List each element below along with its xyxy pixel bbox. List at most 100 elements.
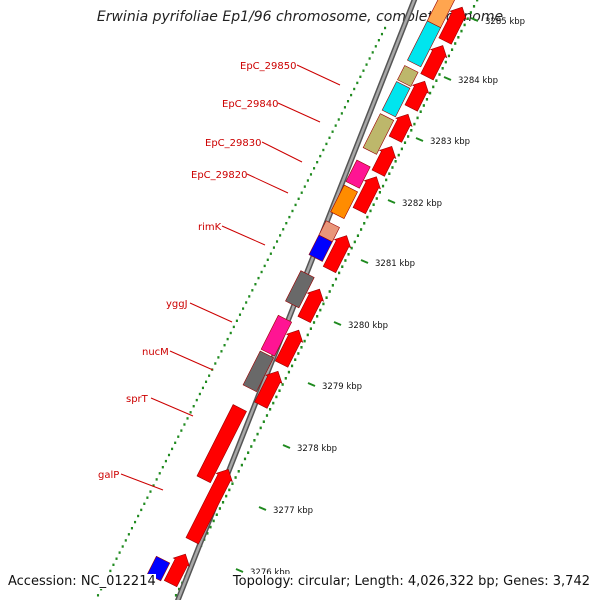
outer-tick-dot (316, 315, 319, 318)
outer-tick-dot (422, 104, 425, 107)
inner-tick-dot (242, 307, 245, 310)
inner-tick-dot (282, 228, 285, 231)
inner-tick-dot (177, 435, 180, 438)
outer-tick-dot (359, 228, 363, 231)
inner-tick-dot (164, 459, 167, 463)
outer-tick-dot (344, 259, 347, 262)
inner-tick-dot (127, 533, 130, 536)
inner-tick-dot (208, 374, 211, 377)
outer-tick-dot (243, 457, 247, 461)
inner-tick-dot (300, 191, 303, 194)
outer-tick-dot (432, 85, 435, 89)
outer-tick-dot (472, 5, 476, 8)
outer-tick-dot (284, 377, 287, 380)
outer-tick-dot (287, 370, 291, 374)
feature-tracks (146, 0, 467, 588)
outer-tick-dot (256, 432, 259, 436)
cds-forward-arrow (388, 113, 413, 143)
outer-tick-dot (419, 110, 422, 113)
inner-tick-dot (263, 264, 266, 268)
outer-tick-dot (397, 153, 400, 157)
inner-tick-dot (198, 392, 201, 396)
inner-tick-dot (235, 319, 238, 322)
tick-label-3280-kbp: 3280 kbp (348, 321, 388, 331)
outer-tick-dot (381, 184, 385, 188)
inner-tick-dot (384, 26, 387, 30)
outer-tick-dot (303, 339, 306, 343)
outer-tick-dot (385, 178, 388, 182)
inner-tick-dot (359, 75, 362, 78)
gene-label-yggJ: yggJ (166, 299, 188, 310)
outer-tick-dot (438, 73, 441, 76)
kbp-tick-labels: 3276 kbp 3277 kbp 3278 kbp 3279 kbp 3280 kbp… (250, 17, 525, 578)
outer-tick-dot (209, 525, 212, 529)
inner-tick-dot (356, 81, 359, 85)
outer-tick-dot (369, 209, 372, 213)
outer-tick-dot (410, 129, 413, 132)
outer-tick-dot (297, 352, 300, 355)
cog-feature-box (242, 350, 275, 393)
tick-label-3281-kbp: 3281 kbp (375, 259, 415, 269)
outer-tick-dot (429, 91, 432, 95)
inner-tick-dot (269, 252, 272, 255)
outer-tick-dot (272, 401, 275, 405)
tick-label-3283-kbp: 3283 kbp (430, 137, 470, 147)
inner-tick-dot (334, 124, 337, 127)
tick-label-3278-kbp: 3278 kbp (297, 444, 337, 454)
outer-tick-dot (178, 587, 181, 591)
cds-forward-arrow (404, 80, 430, 112)
accession-text: Accession: NC_012214 (8, 574, 156, 589)
major-tick-mark (360, 259, 369, 264)
inner-tick-dot (189, 411, 192, 414)
inner-tick-dot (331, 130, 334, 133)
outer-tick-dot (331, 284, 334, 287)
inner-tick-dot (226, 337, 229, 341)
major-tick-mark (307, 382, 316, 387)
outer-tick-dot (454, 42, 457, 45)
outer-tick-dot (212, 519, 215, 523)
outer-tick-dot (281, 383, 284, 386)
inner-tick-dot (254, 283, 257, 286)
major-tick-mark (282, 444, 291, 449)
outer-tick-dot (375, 197, 378, 200)
major-tick-mark (258, 506, 267, 511)
inner-tick-dot (100, 588, 103, 591)
inner-tick-dot (346, 100, 350, 103)
outer-tick-dot (218, 507, 222, 510)
inner-tick-dot (220, 350, 223, 353)
inner-tick-dot (186, 417, 189, 420)
outer-tick-dot (234, 476, 237, 479)
cog-feature-box (362, 113, 395, 155)
inner-tick-dot (285, 222, 288, 225)
outer-tick-dot (447, 54, 451, 58)
inner-tick-dot (133, 520, 137, 524)
cds-forward-arrow (274, 329, 304, 368)
outer-tick-dot (215, 513, 218, 516)
outer-tick-dot (476, 0, 479, 2)
inner-tick-dot (371, 51, 374, 54)
inner-tick-dot (223, 344, 226, 347)
inner-tick-dot (96, 594, 100, 597)
outer-tick-dot (306, 333, 309, 337)
outer-tick-dot (225, 494, 228, 498)
inner-tick-dot (319, 154, 322, 158)
cds-forward-arrow (438, 6, 467, 45)
inner-tick-dot (204, 380, 208, 383)
major-tick-mark (333, 321, 342, 326)
inner-tick-dot (297, 197, 300, 200)
inner-tick-dot (368, 57, 371, 60)
outer-tick-dot (413, 122, 416, 126)
gene-label-EpC_29830: EpC_29830 (205, 138, 261, 149)
inner-tick-dot (232, 325, 235, 329)
inner-tick-dot (353, 87, 356, 91)
outer-tick-dot (206, 532, 209, 535)
map-title: Erwinia pyrifoliae Ep1/96 chromosome, co… (96, 9, 504, 25)
inner-tick-dot (325, 142, 328, 146)
inner-tick-dot (362, 69, 365, 72)
inner-tick-dot (143, 502, 146, 505)
cog-feature-box (381, 81, 411, 118)
cog-feature-box (397, 65, 419, 87)
outer-tick-dot (450, 48, 454, 51)
inner-tick-dot (167, 453, 171, 457)
gene-label-sprT: sprT (126, 394, 149, 405)
